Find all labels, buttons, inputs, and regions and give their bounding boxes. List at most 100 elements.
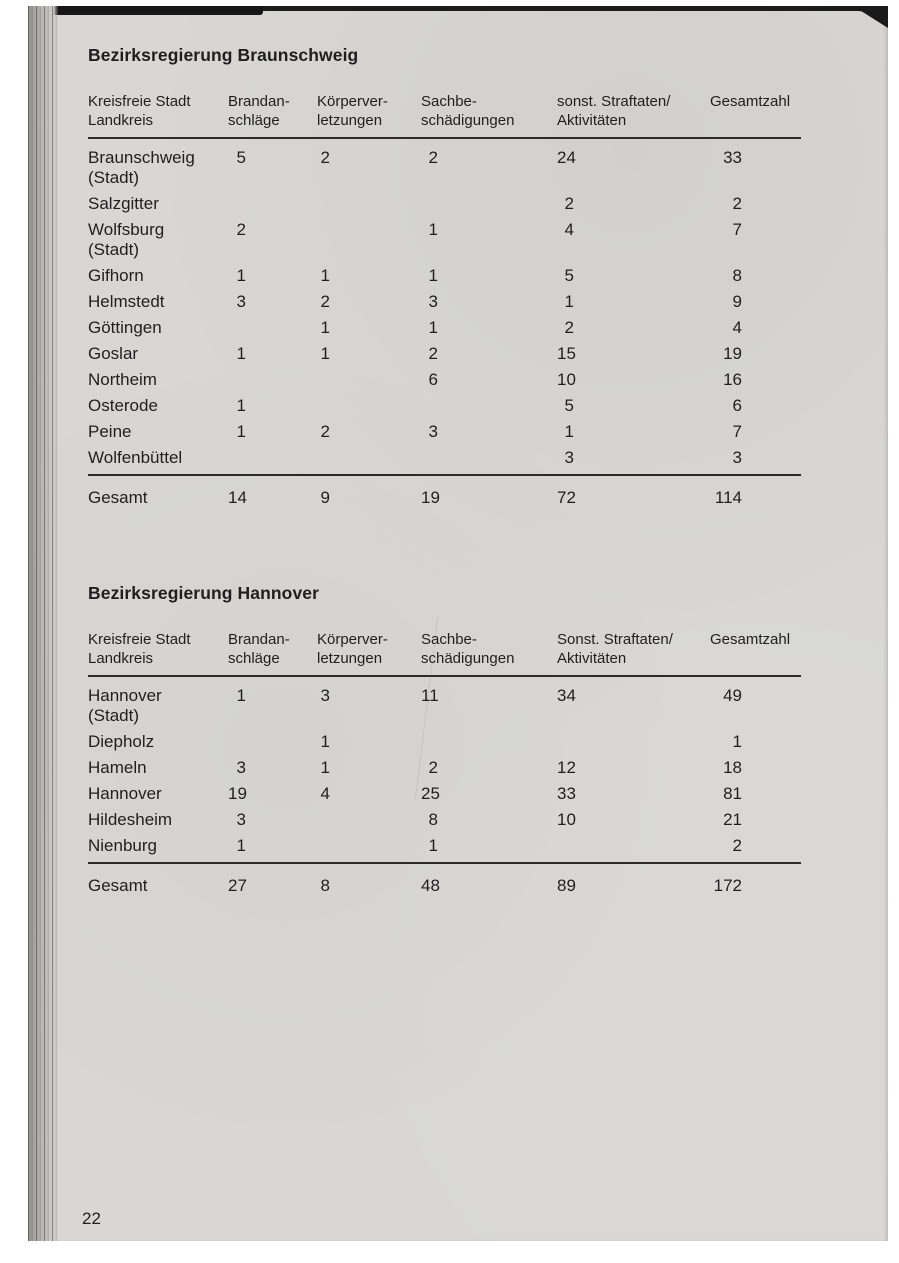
cell-value: 6 — [732, 396, 742, 415]
total-value: 114 — [714, 488, 742, 507]
cell-value: 4 — [564, 220, 574, 239]
scan-top-edge-thick — [28, 6, 263, 15]
row-label: Gifhorn — [88, 266, 144, 285]
cell-value: 33 — [557, 784, 576, 803]
column-header: Gesamtzahl — [710, 631, 791, 648]
total-value: 172 — [713, 876, 742, 895]
cell-value: 6 — [428, 370, 438, 389]
cell-value: 4 — [732, 318, 742, 337]
cell-value: 8 — [428, 810, 438, 829]
total-label: Gesamt — [88, 488, 148, 507]
column-header: sonst. Straftaten/Aktivitäten — [557, 93, 671, 129]
cell-value: 1 — [428, 836, 438, 855]
total-value: 27 — [228, 876, 247, 895]
cell-value: 5 — [564, 266, 574, 285]
table-row: Hameln 3 1 2 12 18 — [88, 758, 888, 778]
table-row: Wolfsburg (Stadt) 2 1 4 7 — [88, 220, 888, 260]
cell-value: 1 — [236, 396, 246, 415]
cell-value: 25 — [421, 784, 440, 803]
cell-value: 2 — [732, 836, 742, 855]
column-header: Kreisfreie Stadt Landkreis — [88, 93, 191, 129]
row-label: Nienburg — [88, 836, 157, 855]
cell-value: 3 — [236, 292, 246, 311]
row-label: Hameln — [88, 758, 147, 777]
column-header: Körperver-letzungen — [317, 631, 388, 667]
column-header: Kreisfreie Stadt Landkreis — [88, 631, 191, 667]
total-value: 14 — [228, 488, 247, 507]
section-bezirksregierung-braunschweig: Bezirksregierung Braunschweig Kreisfreie… — [88, 44, 888, 508]
cell-value: 2 — [320, 292, 330, 311]
cell-value: 2 — [564, 318, 574, 337]
table-row: Peine 1 2 3 1 7 — [88, 422, 888, 442]
cell-value: 18 — [723, 758, 742, 777]
total-value: 48 — [421, 876, 440, 895]
table-row: Hildesheim 3 8 10 21 — [88, 810, 888, 830]
cell-value: 34 — [557, 686, 576, 705]
cell-value: 1 — [320, 266, 330, 285]
cell-value: 4 — [320, 784, 330, 803]
column-header: Sonst. Straftaten/Aktivitäten — [557, 631, 673, 667]
table-row: Helmstedt 3 2 3 1 9 — [88, 292, 888, 312]
cell-value: 1 — [236, 836, 246, 855]
column-header: Körperver-letzungen — [317, 93, 388, 129]
cell-value: 1 — [236, 266, 246, 285]
row-label: Helmstedt — [88, 292, 165, 311]
book-binding-edge — [28, 6, 58, 1241]
row-label: Göttingen — [88, 318, 162, 337]
total-value: 89 — [557, 876, 576, 895]
cell-value: 3 — [428, 422, 438, 441]
table-row: Gifhorn 1 1 1 5 8 — [88, 266, 888, 286]
column-header: Brandan-schläge — [228, 93, 290, 129]
cell-value: 2 — [236, 220, 246, 239]
section-title: Bezirksregierung Braunschweig — [88, 45, 359, 65]
cell-value: 19 — [228, 784, 247, 803]
page-content: Bezirksregierung Braunschweig Kreisfreie… — [28, 6, 888, 896]
table-header-row: Kreisfreie Stadt Landkreis Brandan-schläge… — [88, 630, 888, 668]
cell-value: 1 — [320, 732, 330, 751]
row-label: Diepholz — [88, 732, 155, 751]
table-row: Göttingen 1 1 2 4 — [88, 318, 888, 338]
table-row: Goslar 1 1 2 15 19 — [88, 344, 888, 364]
row-label: Goslar — [88, 344, 139, 363]
cell-value: 1 — [428, 318, 438, 337]
cell-value: 2 — [428, 344, 438, 363]
cell-value: 1 — [564, 292, 574, 311]
cell-value: 8 — [732, 266, 742, 285]
scan-top-edge — [28, 6, 888, 11]
cell-value: 16 — [723, 370, 742, 389]
table-row: Braunschweig (Stadt) 5 2 2 24 33 — [88, 148, 888, 188]
cell-value: 15 — [557, 344, 576, 363]
row-label: Peine — [88, 422, 132, 441]
cell-value: 1 — [236, 686, 246, 705]
cell-value: 33 — [723, 148, 742, 167]
cell-value: 10 — [557, 810, 576, 829]
column-header: Gesamtzahl — [710, 93, 791, 110]
section-title: Bezirksregierung Hannover — [88, 583, 320, 603]
cell-value: 3 — [236, 758, 246, 777]
table-row: Osterode 1 5 6 — [88, 396, 888, 416]
table-row: Wolfenbüttel 3 3 — [88, 448, 888, 468]
table-total-row: Gesamt 14 9 19 72 114 — [88, 488, 888, 508]
row-label: Salzgitter — [88, 194, 159, 213]
table-total-row: Gesamt 27 8 48 89 172 — [88, 876, 888, 896]
table-body: Braunschweig (Stadt) 5 2 2 24 33 Salzgitter 2 2 Wo… — [88, 148, 888, 468]
cell-value: 2 — [428, 758, 438, 777]
cell-value: 11 — [421, 686, 439, 705]
page-number: 22 — [82, 1209, 101, 1228]
section-bezirksregierung-hannover: Bezirksregierung Hannover Kreisfreie Sta… — [88, 582, 888, 896]
scanned-document-page: Bezirksregierung Braunschweig Kreisfreie… — [28, 6, 888, 1241]
column-header: Brandan-schläge — [228, 631, 290, 667]
table-row: Hannover 19 4 25 33 81 — [88, 784, 888, 804]
table-row: Hannover (Stadt) 1 3 11 34 49 — [88, 686, 888, 726]
cell-value: 12 — [557, 758, 576, 777]
cell-value: 1 — [428, 220, 438, 239]
cell-value: 1 — [428, 266, 438, 285]
column-header: Sachbe-schädigungen — [421, 93, 515, 129]
cell-value: 1 — [236, 344, 246, 363]
cell-value: 1 — [320, 758, 330, 777]
table-row: Diepholz 1 1 — [88, 732, 888, 752]
cell-value: 7 — [732, 220, 742, 239]
cell-value: 24 — [557, 148, 576, 167]
total-value: 72 — [557, 488, 576, 507]
cell-value: 5 — [236, 148, 246, 167]
